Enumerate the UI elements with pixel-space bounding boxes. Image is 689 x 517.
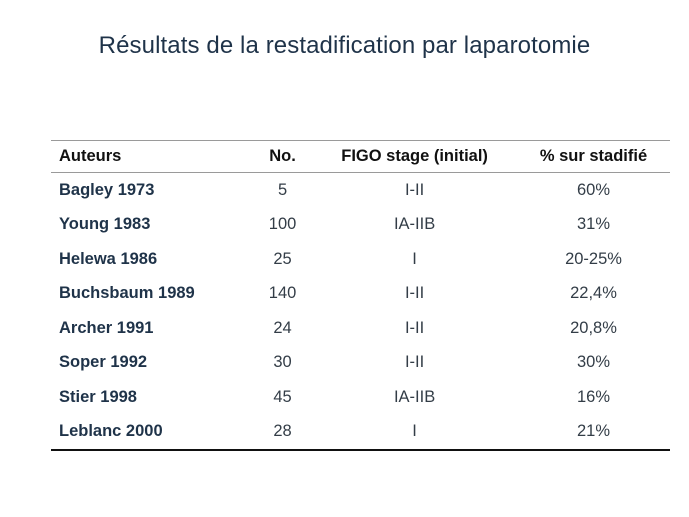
cell-author: Stier 1998 <box>59 387 137 406</box>
cell-author: Buchsbaum 1989 <box>59 284 195 303</box>
table-row: Buchsbaum 1989 140 I-II 22,4% <box>51 277 670 312</box>
cell-author: Soper 1992 <box>59 353 148 372</box>
cell-stage: I <box>412 422 417 441</box>
table-row: Bagley 1973 5 I-II 60% <box>51 173 670 208</box>
cell-stage: IA-IIB <box>393 215 436 234</box>
cell-percent: 22,4% <box>570 284 617 303</box>
header-authors: Auteurs <box>59 147 122 165</box>
cell-stage: I-II <box>404 353 425 372</box>
cell-stage: I <box>412 249 417 268</box>
cell-number: 140 <box>268 284 297 303</box>
cell-percent: 21% <box>576 422 611 441</box>
cell-percent: 30% <box>576 353 611 372</box>
cell-number: 45 <box>273 387 292 406</box>
cell-number: 30 <box>273 353 292 372</box>
results-table: Auteurs No. FIGO stage (initial) % sur s… <box>51 140 670 451</box>
cell-author: Helewa 1986 <box>59 249 158 268</box>
cell-number: 24 <box>273 318 292 337</box>
header-percent: % sur stadifié <box>539 147 648 165</box>
cell-percent: 16% <box>576 387 611 406</box>
slide-title: Résultats de la restadification par lapa… <box>98 32 591 59</box>
cell-percent: 20-25% <box>565 249 622 268</box>
cell-stage: I-II <box>404 318 425 337</box>
cell-percent: 20,8% <box>570 318 617 337</box>
table-row: Archer 1991 24 I-II 20,8% <box>51 311 670 346</box>
cell-stage: I-II <box>404 284 425 303</box>
cell-number: 100 <box>268 215 297 234</box>
cell-number: 25 <box>273 249 292 268</box>
header-row: Auteurs No. FIGO stage (initial) % sur s… <box>51 140 670 173</box>
table-row: Leblanc 2000 28 I 21% <box>51 415 670 450</box>
cell-author: Leblanc 2000 <box>59 422 163 441</box>
table-header: Auteurs No. FIGO stage (initial) % sur s… <box>51 140 670 173</box>
header-number: No. <box>269 147 296 165</box>
cell-stage: I-II <box>404 180 425 199</box>
table-row: Stier 1998 45 IA-IIB 16% <box>51 380 670 415</box>
header-figo-stage: FIGO stage (initial) <box>341 147 488 165</box>
cell-stage: IA-IIB <box>393 387 436 406</box>
cell-author: Archer 1991 <box>59 318 154 337</box>
cell-author: Bagley 1973 <box>59 180 155 199</box>
table-row: Soper 1992 30 I-II 30% <box>51 346 670 381</box>
cell-author: Young 1983 <box>59 215 151 234</box>
cell-percent: 31% <box>576 215 611 234</box>
cell-percent: 60% <box>576 180 611 199</box>
table-row: Young 1983 100 IA-IIB 31% <box>51 208 670 243</box>
cell-number: 5 <box>277 180 288 199</box>
table-body: Bagley 1973 5 I-II 60% Young 1983 100 IA… <box>51 173 670 450</box>
table-row: Helewa 1986 25 I 20-25% <box>51 242 670 277</box>
cell-number: 28 <box>273 422 292 441</box>
